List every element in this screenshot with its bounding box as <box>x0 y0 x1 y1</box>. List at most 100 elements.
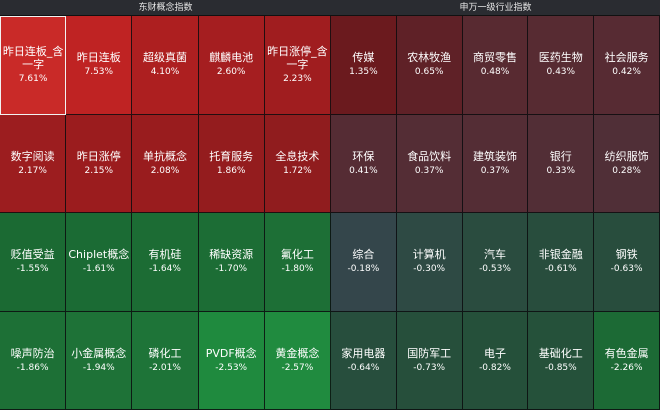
heatmap-tile[interactable]: 计算机 -0.30% <box>396 213 463 312</box>
heatmap-tile[interactable]: 社会服务 0.42% <box>594 16 660 115</box>
tile-name: 托育服务 <box>209 149 254 163</box>
tile-change-percent: -0.85% <box>544 362 577 373</box>
concept-index-header: 东财概念指数 <box>0 0 331 16</box>
heatmap-tile[interactable]: 基础化工 -0.85% <box>528 311 595 410</box>
tile-change-percent: -1.80% <box>281 264 314 275</box>
heatmap-tile[interactable]: 有色金属 -2.26% <box>594 311 660 410</box>
heatmap-tile[interactable]: 磷化工 -2.01% <box>132 311 199 410</box>
tile-change-percent: 0.37% <box>480 165 510 176</box>
heatmap-tile[interactable]: 农林牧渔 0.65% <box>396 16 463 115</box>
tile-change-percent: 2.15% <box>84 165 114 176</box>
tile-change-percent: -1.55% <box>16 264 49 275</box>
tile-name: 昨日连板 <box>76 51 121 65</box>
tile-change-percent: 1.35% <box>349 67 378 78</box>
industry-index-panel: 申万一级行业指数 传媒 1.35% 农林牧渔 0.65% 商贸零售 0.48% 医药生物 0.… <box>331 0 660 410</box>
tile-change-percent: 0.43% <box>546 67 576 78</box>
heatmap-tile[interactable]: 环保 0.41% <box>331 114 397 213</box>
tile-name: 有机硅 <box>148 248 182 262</box>
heatmap-tile[interactable]: 综合 -0.18% <box>331 213 397 312</box>
heatmap-tile[interactable]: 麒麟电池 2.60% <box>198 16 265 115</box>
tile-name: 商贸零售 <box>472 51 517 65</box>
heatmap-tile[interactable]: 传媒 1.35% <box>331 16 397 115</box>
heatmap-tile[interactable]: 汽车 -0.53% <box>462 213 529 312</box>
heatmap-tile[interactable]: 建筑装饰 0.37% <box>462 114 529 213</box>
tile-change-percent: 2.17% <box>18 165 47 176</box>
tile-name: Chiplet概念 <box>68 248 130 262</box>
tile-name: 基础化工 <box>538 346 583 360</box>
heatmap-tile[interactable]: 贬值受益 -1.55% <box>0 213 67 312</box>
heatmap-tile[interactable]: 黄金概念 -2.57% <box>264 311 331 410</box>
heatmap-tile[interactable]: 电子 -0.82% <box>462 311 529 410</box>
tile-name: 农林牧渔 <box>407 51 452 65</box>
tile-change-percent: -0.61% <box>544 264 577 275</box>
tile-name: 非银金融 <box>538 248 583 262</box>
tile-name: 黄金概念 <box>275 346 320 360</box>
tile-name: 钢铁 <box>615 248 638 262</box>
heatmap-tile[interactable]: 食品饮料 0.37% <box>396 114 463 213</box>
tile-name: 昨日连板_含一字 <box>2 45 64 72</box>
tile-name: 传媒 <box>352 51 375 65</box>
tile-name: 汽车 <box>483 248 506 262</box>
tile-name: 昨日涨停_含一字 <box>267 44 328 71</box>
heatmap-tile[interactable]: 托育服务 1.86% <box>198 114 265 213</box>
heatmap-tile[interactable]: 昨日涨停_含一字 2.23% <box>264 16 331 115</box>
tile-name: 氟化工 <box>280 248 314 262</box>
tile-name: 有色金属 <box>604 346 649 360</box>
tile-name: 磷化工 <box>148 346 182 360</box>
tile-name: 银行 <box>549 149 572 163</box>
tile-change-percent: -1.94% <box>82 362 115 373</box>
tile-name: 数字阅读 <box>10 149 55 163</box>
tile-name: 昨日涨停 <box>76 149 121 163</box>
heatmap-tile[interactable]: 氟化工 -1.80% <box>264 213 331 312</box>
heatmap-tile[interactable]: 噪声防治 -1.86% <box>0 311 67 410</box>
tile-name: 环保 <box>352 149 375 163</box>
tile-change-percent: -1.64% <box>149 264 181 275</box>
heatmap-tile[interactable]: 昨日涨停 2.15% <box>66 114 133 213</box>
tile-change-percent: -0.18% <box>347 264 380 275</box>
heatmap-tile[interactable]: PVDF概念 -2.53% <box>198 311 265 410</box>
heatmap-tile[interactable]: 数字阅读 2.17% <box>0 114 67 213</box>
tile-name: 国防军工 <box>407 346 452 360</box>
tile-change-percent: 0.33% <box>546 165 576 176</box>
heatmap-tile[interactable]: 有机硅 -1.64% <box>132 213 199 312</box>
heatmap-tile[interactable]: 超级真菌 4.10% <box>132 16 199 115</box>
tile-name: 小金属概念 <box>71 346 127 360</box>
heatmap-tile[interactable]: Chiplet概念 -1.61% <box>66 213 133 312</box>
heatmap-tile[interactable]: 稀缺资源 -1.70% <box>198 213 265 312</box>
tile-change-percent: -0.30% <box>413 264 446 275</box>
tile-change-percent: -0.64% <box>347 362 380 373</box>
heatmap-tile[interactable]: 昨日连板_含一字 7.61% <box>0 16 67 115</box>
tile-name: 建筑装饰 <box>472 149 517 163</box>
heatmap-tile[interactable]: 单抗概念 2.08% <box>132 114 199 213</box>
heatmap-tile[interactable]: 商贸零售 0.48% <box>462 16 529 115</box>
tile-change-percent: 7.53% <box>84 67 114 78</box>
concept-index-grid: 昨日连板_含一字 7.61% 昨日连板 7.53% 超级真菌 4.10% 麒麟电池 2.60%… <box>0 16 331 410</box>
tile-name: PVDF概念 <box>205 346 257 360</box>
heatmap-tile[interactable]: 钢铁 -0.63% <box>594 213 660 312</box>
industry-index-grid: 传媒 1.35% 农林牧渔 0.65% 商贸零售 0.48% 医药生物 0.43% 社会服务 0.… <box>331 16 660 410</box>
tile-change-percent: -0.82% <box>479 362 511 373</box>
tile-name: 社会服务 <box>604 51 649 65</box>
tile-name: 综合 <box>352 248 375 262</box>
tile-change-percent: 0.37% <box>414 165 444 176</box>
heatmap-tile[interactable]: 国防军工 -0.73% <box>396 311 463 410</box>
heatmap-tile[interactable]: 医药生物 0.43% <box>528 16 595 115</box>
heatmap-tile[interactable]: 纺织服饰 0.28% <box>594 114 660 213</box>
heatmap-tile[interactable]: 小金属概念 -1.94% <box>66 311 133 410</box>
heatmap-tile[interactable]: 全息技术 1.72% <box>264 114 331 213</box>
tile-name: 全息技术 <box>275 149 320 163</box>
tile-change-percent: 0.42% <box>612 67 641 78</box>
heatmap-tile[interactable]: 银行 0.33% <box>528 114 595 213</box>
heatmap-tile[interactable]: 非银金融 -0.61% <box>528 213 595 312</box>
tile-name: 单抗概念 <box>142 149 187 163</box>
heatmap-tile[interactable]: 家用电器 -0.64% <box>331 311 397 410</box>
tile-change-percent: 7.61% <box>18 74 48 85</box>
heatmap-tile[interactable]: 昨日连板 7.53% <box>66 16 133 115</box>
tile-change-percent: -2.57% <box>281 362 314 373</box>
tile-change-percent: -0.63% <box>610 264 643 275</box>
tile-name: 医药生物 <box>538 51 583 65</box>
tile-name: 电子 <box>483 346 506 360</box>
tile-name: 计算机 <box>412 248 446 262</box>
tile-name: 家用电器 <box>341 346 386 360</box>
